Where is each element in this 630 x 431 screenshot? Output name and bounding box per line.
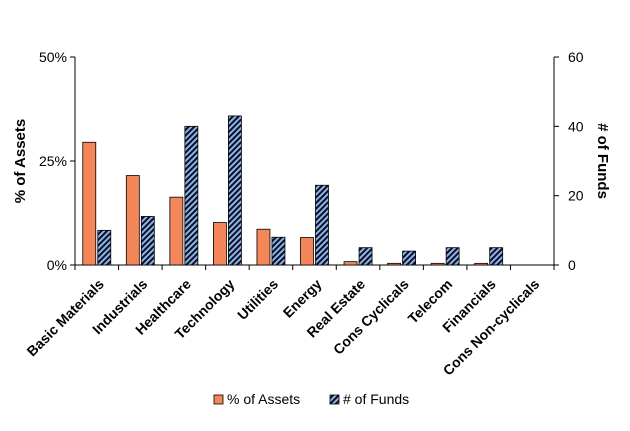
bar-funds [271, 236, 286, 266]
bar-assets [387, 262, 401, 266]
right-axis-title: # of Funds [594, 123, 611, 199]
right-tick-label: 20 [568, 188, 584, 204]
right-tick-label: 60 [568, 49, 584, 65]
bar-assets [343, 261, 358, 266]
bar-assets [82, 141, 97, 266]
legend-swatch-assets [213, 394, 224, 405]
bar-assets [256, 228, 271, 266]
labels-layer: 0% 25% 50% 0 20 40 60 % of Assets # of Funds Basi… [12, 49, 611, 378]
bar-funds [489, 247, 504, 266]
bar-assets [430, 262, 445, 266]
bar-assets [125, 175, 140, 266]
x-tick-label: Basic Materials [23, 276, 107, 360]
bar-funds [228, 115, 242, 266]
left-axis-title: % of Assets [12, 119, 29, 203]
bar-funds [184, 125, 199, 266]
left-tick-label: 50% [39, 49, 67, 65]
bar-funds [140, 216, 155, 266]
bar-funds [445, 247, 460, 266]
bar-assets [300, 237, 314, 266]
legend-label-funds: # of Funds [343, 391, 409, 407]
bar-funds [402, 250, 416, 266]
right-tick-label: 0 [568, 257, 576, 273]
bar-assets [213, 222, 227, 266]
bar-funds [315, 184, 329, 266]
x-tick-label: Cons Cyclicals [330, 276, 412, 358]
bar-assets [169, 196, 184, 266]
left-tick-label: 0% [47, 257, 67, 273]
bar-funds [97, 229, 112, 266]
axes-layer [70, 56, 559, 270]
left-tick-label: 25% [39, 153, 67, 169]
bar-funds [358, 247, 373, 266]
legend-swatch-funds [329, 394, 340, 405]
bar-assets [474, 262, 489, 266]
legend: % of Assets # of Funds [213, 391, 409, 407]
bars-layer [82, 115, 504, 266]
legend-label-assets: % of Assets [227, 391, 300, 407]
x-tick-label: Utilities [234, 276, 281, 323]
right-tick-label: 40 [568, 118, 584, 134]
